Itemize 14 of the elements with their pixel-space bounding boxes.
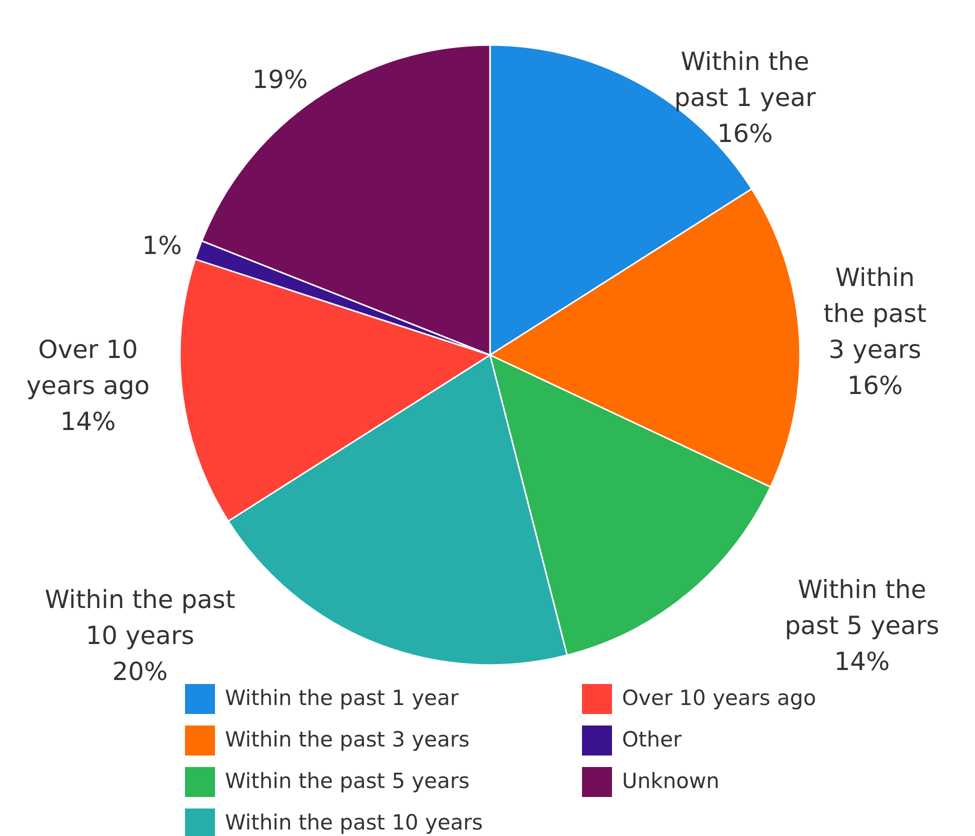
legend-label: Within the past 10 years bbox=[225, 810, 483, 834]
legend-label: Within the past 5 years bbox=[225, 769, 470, 793]
legend-label: Within the past 3 years bbox=[225, 728, 470, 752]
legend-label: Over 10 years ago bbox=[622, 686, 816, 710]
legend-label: Other bbox=[622, 728, 682, 752]
data-label: Within the past 1 year 16% bbox=[674, 47, 817, 148]
data-label: Within the past 10 years 20% bbox=[44, 585, 236, 686]
data-label: Over 10 years ago 14% bbox=[26, 335, 150, 436]
legend-label: Unknown bbox=[622, 769, 720, 793]
data-label: Within the past 5 years 14% bbox=[784, 575, 940, 676]
data-label: 19% bbox=[252, 65, 308, 94]
data-label: Within the past 3 years 16% bbox=[824, 263, 927, 400]
data-label: 1% bbox=[142, 231, 182, 260]
legend-label: Within the past 1 year bbox=[225, 686, 459, 710]
